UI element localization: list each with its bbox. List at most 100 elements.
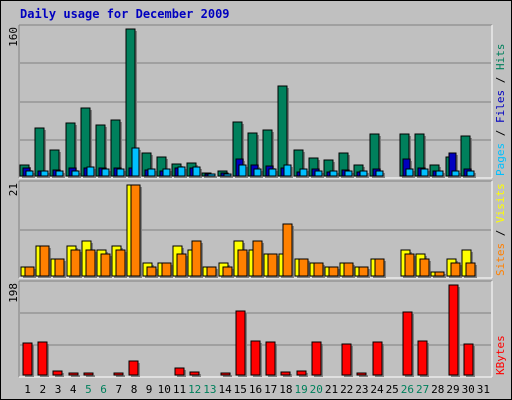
bar-kbytes-day-27 <box>417 340 428 376</box>
bar-kbytes-day-24 <box>372 341 383 376</box>
bar-kbytes-day-4 <box>68 372 79 376</box>
x-tick-label-day-30: 30 <box>462 383 475 396</box>
bar-pages-day-1 <box>25 170 34 177</box>
legend-entry: / <box>494 223 507 243</box>
bar-kbytes-day-19 <box>296 370 307 376</box>
bar-sites-day-17 <box>267 253 278 277</box>
x-tick-label-day-13: 13 <box>203 383 216 396</box>
legend-entry: / <box>494 70 507 90</box>
bar-sites-day-5 <box>85 249 96 277</box>
x-tick-label-day-5: 5 <box>85 383 92 396</box>
bar-kbytes-day-8 <box>128 360 139 376</box>
bar-pages-day-22 <box>344 170 353 177</box>
bar-sites-day-9 <box>146 266 157 277</box>
bar-kbytes-day-30 <box>463 343 474 376</box>
chart-title: Daily usage for December 2009 <box>20 7 230 21</box>
x-axis-day-labels: 1 2 3 4 5 6 7 8 9 10 11 12 13 14 15 16 17 18 19 20 21 22 23 24 2… <box>24 383 490 396</box>
bar-sites-day-13 <box>206 266 217 277</box>
bar-sites-day-11 <box>176 253 187 277</box>
bar-pages-day-28 <box>435 170 444 177</box>
legend-entry: Hits <box>494 44 507 71</box>
x-tick-label-day-19: 19 <box>294 383 307 396</box>
bar-kbytes-day-12 <box>189 371 200 376</box>
bar-kbytes-day-5 <box>83 372 94 376</box>
bar-pages-day-23 <box>359 170 368 177</box>
y-axis-max-label: 21 <box>7 183 20 196</box>
panel-visits-sites: 21 Sites / Visits <box>7 180 507 279</box>
bar-kbytes-day-7 <box>113 372 124 376</box>
bar-kbytes-day-14-shadow <box>223 375 232 377</box>
bar-pages-day-9 <box>147 168 156 177</box>
x-tick-label-day-17: 17 <box>264 383 277 396</box>
bar-pages-day-19 <box>299 168 308 177</box>
bar-pages-day-3 <box>55 170 64 177</box>
bar-sites-day-15 <box>237 249 248 277</box>
bar-pages-day-16 <box>253 168 262 177</box>
bar-pages-day-27 <box>420 168 429 177</box>
bar-pages-day-8 <box>131 147 140 177</box>
y-axis-max-label: 160 <box>7 27 20 47</box>
bar-sites-day-29 <box>450 262 461 277</box>
bar-sites-day-18 <box>282 223 293 277</box>
bar-pages-day-18 <box>283 164 292 177</box>
x-tick-label-day-4: 4 <box>70 383 77 396</box>
bar-sites-day-1 <box>24 266 35 277</box>
bar-sites-day-19 <box>298 258 309 277</box>
x-tick-label-day-22: 22 <box>340 383 353 396</box>
bar-kbytes-day-11 <box>174 367 185 376</box>
y-axis-max-label: 198 <box>7 283 20 303</box>
bar-sites-day-2 <box>39 245 50 277</box>
legend: KBytes <box>494 335 507 375</box>
x-tick-label-day-24: 24 <box>370 383 384 396</box>
x-tick-label-day-11: 11 <box>173 383 186 396</box>
bar-kbytes-day-16 <box>250 340 261 376</box>
bar-hits-day-18 <box>277 85 288 177</box>
bar-sites-day-28 <box>434 271 445 277</box>
bar-pages-day-7 <box>116 168 125 177</box>
bar-kbytes-day-4-shadow <box>71 375 80 377</box>
bar-kbytes-day-14 <box>220 372 231 376</box>
x-tick-label-day-9: 9 <box>146 383 153 396</box>
bar-sites-day-14 <box>222 266 233 277</box>
bar-kbytes-day-15 <box>235 310 246 376</box>
bar-pages-day-21 <box>329 170 338 177</box>
bar-kbytes-day-29 <box>448 284 459 376</box>
bar-pages-day-11 <box>177 166 186 177</box>
bar-kbytes-day-7-shadow <box>116 375 125 377</box>
x-tick-label-day-21: 21 <box>325 383 338 396</box>
bar-kbytes-day-26 <box>402 311 413 376</box>
legend-entry: KBytes <box>494 335 507 375</box>
bar-kbytes-day-23 <box>356 372 367 376</box>
bar-pages-day-10 <box>162 168 171 177</box>
bar-kbytes-day-17 <box>265 341 276 376</box>
bar-pages-day-15 <box>238 164 247 177</box>
bar-kbytes-day-20 <box>311 341 322 376</box>
bar-kbytes-day-5-shadow <box>86 375 95 377</box>
x-tick-label-day-28: 28 <box>431 383 444 396</box>
bar-sites-day-22 <box>343 262 354 277</box>
bar-pages-day-12 <box>192 166 201 177</box>
bar-kbytes-day-1 <box>22 342 33 376</box>
x-tick-label-day-7: 7 <box>115 383 122 396</box>
bar-sites-day-27 <box>419 258 430 277</box>
bar-sites-day-3 <box>54 258 65 277</box>
bar-pages-day-14-shadow <box>226 176 233 178</box>
legend-entry: Visits <box>494 183 507 223</box>
x-tick-label-day-20: 20 <box>310 383 323 396</box>
x-tick-label-day-29: 29 <box>446 383 459 396</box>
legend-entry: Files <box>494 90 507 123</box>
bar-pages-day-17 <box>268 168 277 177</box>
x-tick-label-day-6: 6 <box>100 383 107 396</box>
bar-sites-day-21 <box>328 266 339 277</box>
bar-kbytes-day-22 <box>341 343 352 376</box>
bar-sites-day-24 <box>374 258 385 277</box>
legend-entry: Sites <box>494 243 507 276</box>
bar-sites-day-10 <box>161 262 172 277</box>
bar-pages-day-29 <box>451 170 460 177</box>
bar-sites-day-16 <box>252 240 263 277</box>
bar-sites-day-7 <box>115 249 126 277</box>
x-tick-label-day-12: 12 <box>188 383 201 396</box>
bar-pages-day-30 <box>466 170 475 177</box>
chart-panels: 160 Pages / Files / Hits 21 Sites / Visits 1… <box>7 24 507 378</box>
